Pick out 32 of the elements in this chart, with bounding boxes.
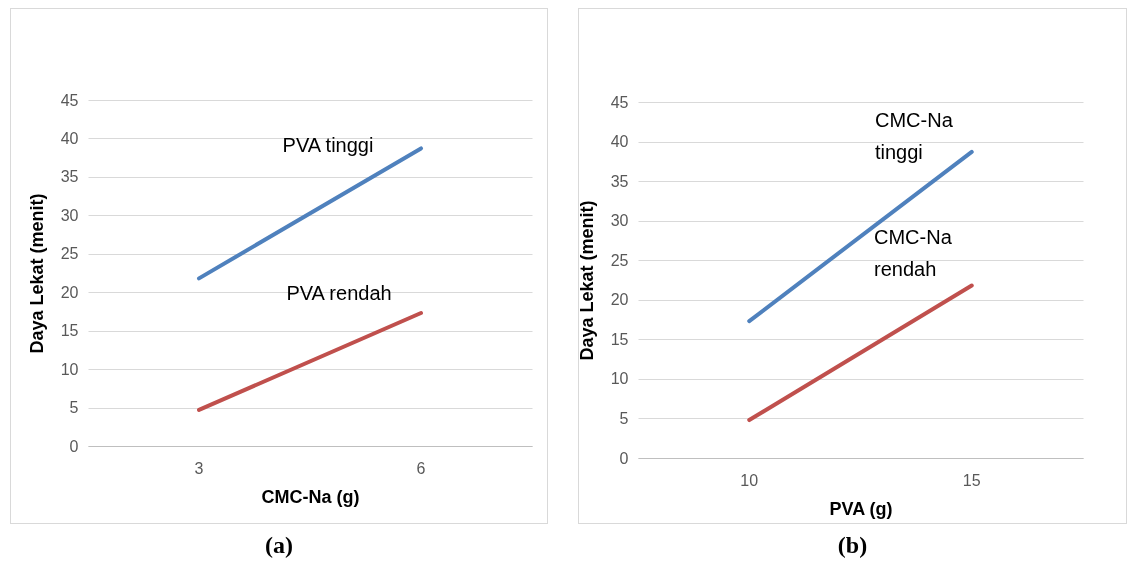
y-tick-label: 45: [610, 93, 629, 111]
y-tick-label: 45: [60, 91, 79, 109]
y-tick-label: 35: [610, 172, 629, 190]
x-tick-label: 6: [416, 459, 426, 477]
x-tick-label: 3: [194, 459, 204, 477]
y-tick-label: 40: [60, 129, 79, 147]
y-tick-label: 35: [60, 168, 79, 186]
series-label: PVA tinggi: [282, 134, 374, 156]
text: (b): [836, 532, 869, 559]
y-tick-label: 0: [69, 437, 79, 455]
y-tick-label: 0: [619, 449, 629, 467]
y-tick-label: 25: [60, 245, 79, 263]
y-tick-label: 30: [60, 206, 79, 224]
y-tick-label: 10: [610, 370, 629, 388]
y-tick-label: 5: [619, 409, 629, 427]
y-tick-label: 20: [610, 291, 629, 309]
series-label: CMC-Na tinggi: [875, 109, 954, 163]
y-tick-label: 10: [60, 360, 79, 378]
y-tick-label: 5: [69, 399, 79, 417]
y-tick-label: 20: [60, 283, 79, 301]
x-axis-title: CMC-Na (g): [261, 486, 360, 507]
text: (a): [264, 532, 294, 559]
series-label: CMC-Na rendah: [874, 226, 953, 280]
y-tick-label: 25: [610, 251, 629, 269]
y-tick-label: 15: [610, 330, 629, 348]
y-tick-label: 30: [610, 212, 629, 230]
y-tick-label: 15: [60, 322, 79, 340]
y-axis-title: Daya Lekat (menit): [576, 200, 597, 361]
y-axis-title: Daya Lekat (menit): [26, 193, 47, 354]
x-axis-title: PVA (g): [829, 498, 893, 519]
y-tick-label: 40: [610, 133, 629, 151]
series-label: PVA rendah: [286, 282, 392, 304]
